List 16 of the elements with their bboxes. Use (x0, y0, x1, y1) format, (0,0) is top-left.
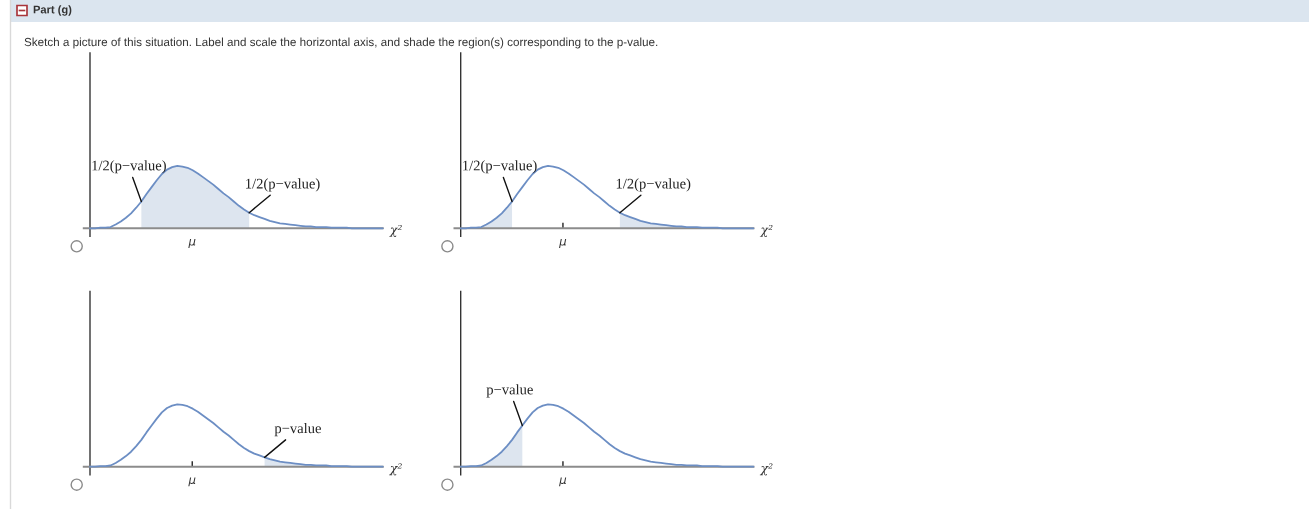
text: p−value (486, 384, 533, 398)
annotation: 1/2(p−value) (463, 160, 537, 174)
text: μ (559, 477, 567, 487)
annotation: 1/2(p−value) (246, 178, 320, 192)
annotation: 1/2(p−value) (92, 160, 166, 174)
annotation: p−value (274, 422, 321, 437)
x-axis-title: χ² (389, 463, 402, 476)
x-axis-title: χ² (389, 224, 402, 237)
text: μ (188, 477, 196, 487)
annotation: 1/2(p−value) (616, 178, 691, 192)
text: μ (188, 238, 196, 248)
x-axis-title: χ² (759, 224, 773, 237)
chart-subtitle: Sketch a picture of this situation. Label and scale the horizontal axis, and shade the region(s) corresponding to the p-value. (24, 37, 658, 49)
x-axis-title: χ² (759, 463, 773, 476)
text: μ (559, 238, 567, 248)
chart-title: Part (g) (33, 5, 72, 16)
